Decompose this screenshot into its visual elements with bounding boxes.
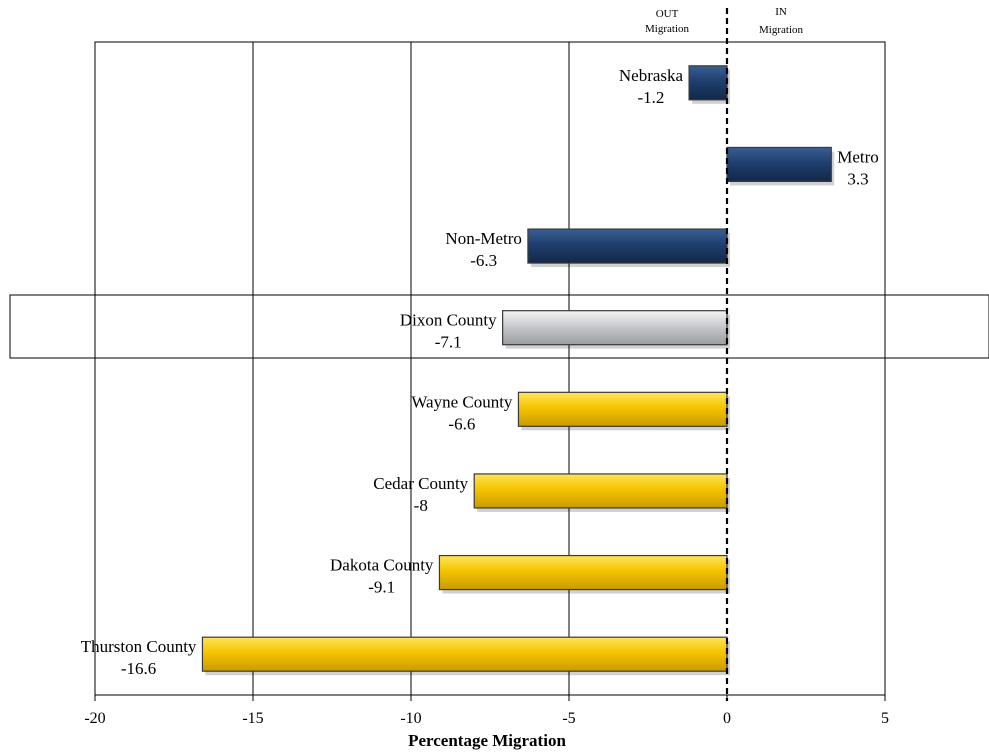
- highlight-band: [9, 294, 989, 359]
- bar-thurston-county: [201, 636, 728, 672]
- category-label: Dakota County: [330, 556, 434, 575]
- x-axis-label: Percentage Migration: [408, 731, 566, 750]
- bar-wayne-county: [517, 391, 728, 427]
- x-tick-label: 0: [723, 710, 731, 727]
- bar-metro: [726, 146, 832, 183]
- x-tick-label: -20: [84, 710, 105, 727]
- bar-non-metro: [527, 228, 728, 264]
- bar-dakota-county: [438, 554, 728, 591]
- category-label: Nebraska: [619, 66, 684, 85]
- in-migration-header: IN Migration: [759, 6, 803, 36]
- category-labels: Nebraska -1.2 Metro 3.3 Non-Metro -6.3 Dixon C…: [81, 66, 879, 678]
- bar-dixon-county: [502, 310, 728, 346]
- category-label: Dixon County: [400, 311, 497, 330]
- category-label: Cedar County: [373, 474, 468, 493]
- x-tick-label: -15: [242, 710, 263, 727]
- out-header-line2: Migration: [645, 23, 689, 35]
- out-header-line1: OUT: [656, 8, 679, 20]
- value-label: -16.6: [121, 659, 156, 678]
- x-tick-label: -5: [562, 710, 575, 727]
- value-label: -8: [414, 496, 428, 515]
- plot-area-frame: [94, 41, 886, 696]
- value-label: -7.1: [435, 333, 462, 352]
- value-label: -6.3: [470, 251, 497, 270]
- category-label: Non-Metro: [445, 229, 521, 248]
- x-axis-ticks: -20 -15 -10 -5 0 5: [84, 695, 889, 727]
- value-label: -6.6: [448, 414, 475, 433]
- gridlines: [252, 42, 570, 695]
- category-label: Thurston County: [81, 637, 197, 656]
- value-label: -9.1: [368, 578, 395, 597]
- out-migration-header: OUT Migration: [645, 8, 689, 35]
- value-label: 3.3: [847, 169, 868, 188]
- category-label: Metro: [837, 147, 879, 166]
- bar-cedar-county: [473, 473, 728, 509]
- x-tick-label: 5: [881, 710, 889, 727]
- bar-nebraska: [688, 65, 728, 101]
- in-header-line1: IN: [775, 6, 787, 18]
- category-label: Wayne County: [411, 392, 513, 411]
- bars: [201, 65, 835, 676]
- in-header-line2: Migration: [759, 24, 803, 36]
- x-tick-label: -10: [400, 710, 421, 727]
- value-label: -1.2: [638, 88, 665, 107]
